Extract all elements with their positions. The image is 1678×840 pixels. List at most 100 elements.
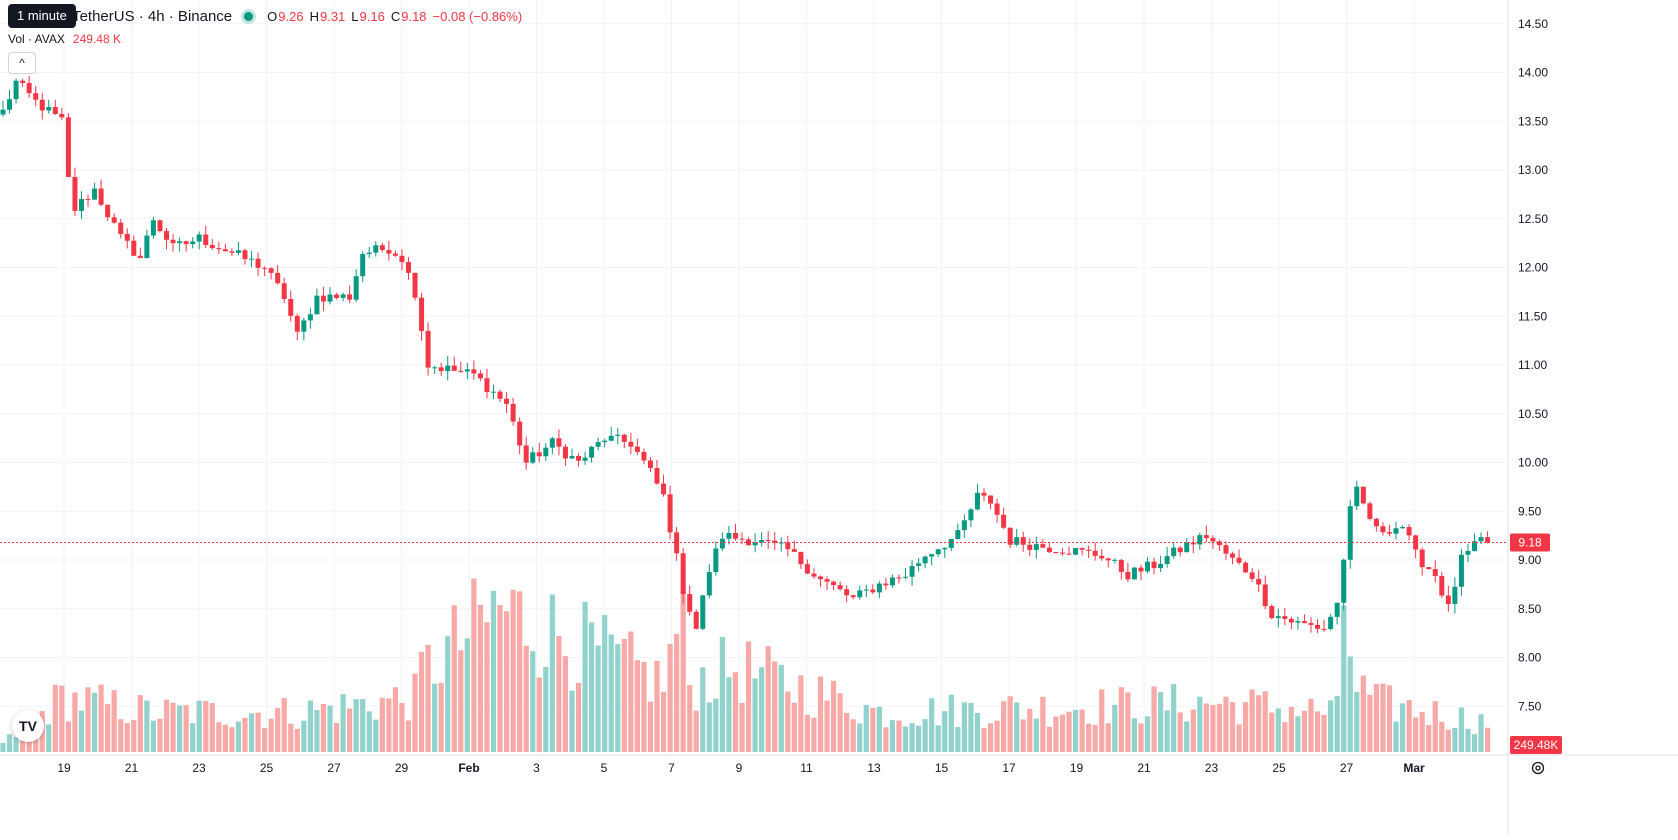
x-tick-label: 7 bbox=[668, 761, 675, 775]
volume-bar bbox=[333, 722, 340, 752]
symbol-title[interactable]: / TetherUS · 4h · Binance bbox=[64, 7, 233, 25]
volume-bar bbox=[294, 728, 300, 752]
tradingview-logo-icon[interactable]: TV bbox=[12, 710, 44, 742]
volume-bar bbox=[1131, 718, 1138, 752]
candle-body bbox=[1112, 559, 1118, 561]
volume-bar bbox=[1027, 708, 1033, 752]
market-status-icon[interactable] bbox=[244, 11, 254, 21]
candle-body bbox=[1465, 550, 1471, 555]
volume-bar bbox=[105, 703, 111, 752]
volume-bar bbox=[203, 700, 209, 752]
candle-body bbox=[484, 378, 490, 393]
volume-bar bbox=[1347, 656, 1353, 752]
candle-body bbox=[1164, 556, 1170, 564]
candle-body bbox=[294, 315, 300, 332]
gear-icon[interactable] bbox=[1528, 758, 1548, 778]
candle-body bbox=[170, 239, 176, 244]
low-value: 9.16 bbox=[359, 8, 385, 24]
volume-bar bbox=[719, 636, 725, 752]
volume-bar bbox=[759, 667, 765, 752]
candle-body bbox=[1256, 578, 1262, 585]
volume-bar bbox=[830, 680, 837, 752]
last-price-badge bbox=[1510, 533, 1550, 552]
candle-body bbox=[445, 365, 451, 372]
x-tick-label: Feb bbox=[458, 761, 479, 775]
y-tick-label: 13.00 bbox=[1518, 163, 1548, 177]
volume-bar bbox=[1099, 689, 1105, 752]
candle-body bbox=[543, 447, 549, 457]
gear-icon-glyph bbox=[1531, 761, 1545, 775]
volume-bar bbox=[1341, 605, 1347, 752]
volume-bar bbox=[726, 677, 732, 752]
collapse-legend-button[interactable]: ^ bbox=[8, 52, 36, 74]
candle-body bbox=[504, 398, 510, 404]
candle-body bbox=[961, 520, 967, 531]
candle-body bbox=[1249, 572, 1255, 579]
volume-bar bbox=[745, 641, 752, 752]
candle-body bbox=[804, 564, 810, 574]
candle-body bbox=[1432, 569, 1438, 577]
volume-bar bbox=[994, 720, 1000, 752]
volume-bar bbox=[1288, 706, 1294, 752]
candle-body bbox=[726, 533, 732, 539]
volume-bar bbox=[65, 721, 71, 752]
volume-bar bbox=[1321, 714, 1327, 752]
volume-bar bbox=[902, 726, 909, 752]
candle-body bbox=[536, 452, 542, 457]
candle-body bbox=[1118, 559, 1124, 572]
volume-bar bbox=[1275, 708, 1281, 752]
candle-body bbox=[438, 367, 444, 372]
candle-body bbox=[39, 99, 45, 111]
volume-bar bbox=[1223, 696, 1229, 752]
volume-bar bbox=[46, 724, 52, 752]
candle-body bbox=[824, 579, 830, 582]
candle-body bbox=[713, 548, 719, 572]
volume-bar bbox=[1118, 687, 1124, 752]
candle-body bbox=[209, 245, 215, 249]
candle-body bbox=[922, 556, 928, 564]
volume-bar bbox=[523, 645, 529, 752]
volume-bar bbox=[150, 720, 157, 752]
volume-label[interactable]: Vol · AVAX bbox=[8, 32, 65, 46]
volume-bar bbox=[1157, 692, 1164, 752]
candle-body bbox=[1223, 545, 1229, 554]
volume-bar bbox=[255, 712, 261, 752]
candle-body bbox=[249, 258, 255, 260]
volume-bar bbox=[1295, 716, 1301, 752]
candle-body bbox=[320, 295, 326, 302]
candle-body bbox=[778, 542, 784, 544]
volume-bar bbox=[700, 667, 706, 752]
logo-text: TV bbox=[19, 718, 37, 734]
volume-bar bbox=[307, 700, 313, 752]
candle-body bbox=[647, 460, 653, 469]
volume-bar bbox=[1151, 686, 1157, 752]
volume-bar bbox=[235, 721, 242, 752]
candle-body bbox=[1059, 552, 1065, 554]
volume-bar bbox=[288, 723, 294, 752]
candle-body bbox=[13, 80, 19, 100]
volume-bar bbox=[765, 646, 771, 752]
volume-bar bbox=[1445, 729, 1451, 752]
candle-body bbox=[157, 220, 163, 232]
candle-body bbox=[1151, 561, 1157, 569]
chevron-up-icon: ^ bbox=[19, 56, 25, 70]
volume-bar bbox=[229, 727, 235, 752]
candle-body bbox=[1452, 586, 1458, 605]
volume-bar bbox=[98, 684, 104, 752]
volume-bar bbox=[418, 651, 425, 752]
x-tick-label: 29 bbox=[395, 761, 409, 775]
volume-bar bbox=[752, 678, 758, 752]
candle-body bbox=[595, 442, 601, 447]
volume-bar bbox=[1184, 721, 1190, 752]
volume-bar bbox=[1177, 712, 1183, 752]
volume-bar bbox=[386, 698, 392, 752]
candle-body bbox=[1419, 549, 1425, 568]
volume-bar bbox=[1256, 695, 1262, 752]
volume-bar bbox=[1243, 702, 1249, 752]
volume-bar bbox=[595, 645, 601, 752]
volume-bar bbox=[1171, 683, 1177, 752]
candle-body bbox=[589, 446, 595, 458]
volume-bar bbox=[1210, 704, 1216, 752]
